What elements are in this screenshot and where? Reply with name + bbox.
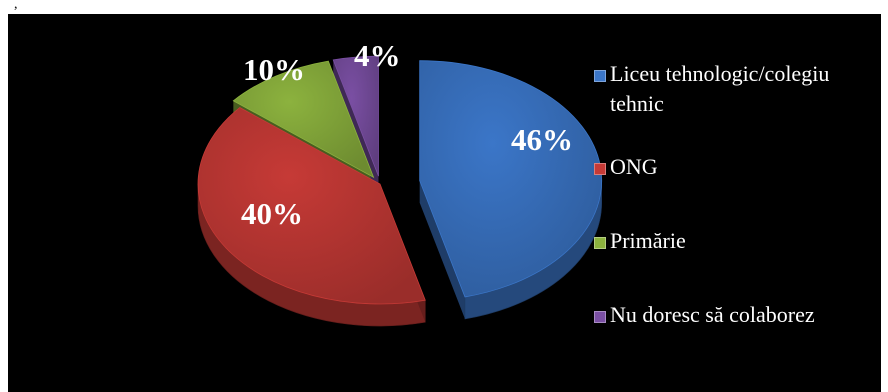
legend-swatch-liceu	[594, 70, 606, 82]
legend-item-nu-doresc: Nu doresc să colaborez	[592, 300, 878, 330]
legend-item-ong: ONG	[592, 152, 878, 182]
legend-label-ong: ONG	[610, 154, 658, 179]
pie-slice-primarie	[232, 60, 375, 179]
legend-label-liceu: Liceu tehnologic/colegiu tehnic	[610, 61, 830, 116]
legend-swatch-ong	[594, 163, 606, 175]
data-label-liceu: 46%	[511, 122, 573, 157]
pie-slice-ong	[197, 107, 426, 305]
data-label-primarie: 10%	[243, 52, 305, 87]
legend-item-liceu: Liceu tehnologic/colegiu tehnic	[592, 59, 878, 119]
data-label-nu-doresc: 4%	[354, 38, 401, 73]
pie-chart-area: 46% 40% 10% 4% Liceu tehnologic/colegiu teh…	[8, 14, 881, 392]
legend-item-primarie: Primărie	[592, 226, 878, 256]
pie-slice-wall-liceu	[419, 180, 465, 319]
top-comma-mark: ,	[14, 0, 18, 12]
legend-label-primarie: Primărie	[610, 228, 686, 253]
legend-swatch-nu-doresc	[594, 311, 606, 323]
pie-chart-svg: 46% 40% 10% 4%	[197, 38, 603, 327]
data-label-ong: 40%	[241, 196, 303, 231]
pie-slice-nu-doresc	[332, 55, 379, 177]
legend-swatch-primarie	[594, 237, 606, 249]
legend-label-nu-doresc: Nu doresc să colaborez	[610, 302, 815, 327]
